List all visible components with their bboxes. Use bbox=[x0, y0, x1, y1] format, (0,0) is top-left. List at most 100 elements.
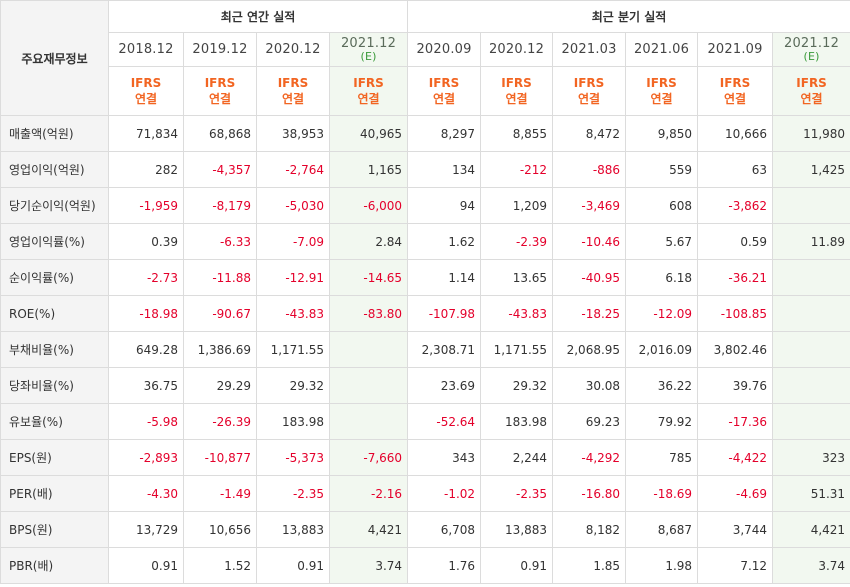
value-cell: 30.08 bbox=[552, 367, 627, 404]
value-cell: -18.98 bbox=[108, 295, 184, 332]
ifrs-label: IFRS 연결 bbox=[256, 66, 330, 116]
value-cell: -3,469 bbox=[552, 187, 627, 224]
value-cell: 8,297 bbox=[407, 115, 482, 152]
value-cell: 10,656 bbox=[183, 511, 257, 548]
period-header: 2019.12 bbox=[183, 32, 257, 67]
value-cell: 79.92 bbox=[625, 403, 699, 440]
value-cell: -6,000 bbox=[328, 187, 409, 224]
value-cell bbox=[772, 331, 850, 368]
value-cell: -40.95 bbox=[552, 259, 627, 296]
value-cell: 10,666 bbox=[697, 115, 774, 152]
row-label: 부채비율(%) bbox=[0, 331, 109, 368]
value-cell bbox=[772, 295, 850, 332]
row-label: 유보율(%) bbox=[0, 403, 109, 440]
ifrs-label: IFRS 연결 bbox=[772, 66, 850, 116]
table-row: 영업이익(억원) 282 -4,357 -2,764 1,165 134 -212 -886 5… bbox=[0, 151, 850, 188]
value-cell: 36.75 bbox=[108, 367, 184, 404]
ifrs-consolidated: 연결 bbox=[357, 92, 380, 106]
value-cell: -43.83 bbox=[256, 295, 330, 332]
value-cell: 8,472 bbox=[552, 115, 627, 152]
value-cell: 11,980 bbox=[772, 115, 850, 152]
value-cell: -2.35 bbox=[256, 475, 330, 512]
value-cell bbox=[328, 403, 409, 440]
period-header: 2021.09 bbox=[697, 32, 774, 67]
value-cell: 63 bbox=[697, 151, 774, 188]
value-cell: 6,708 bbox=[407, 511, 482, 548]
table-row: BPS(원) 13,729 10,656 13,883 4,421 6,708 13,883… bbox=[0, 511, 850, 548]
table-row: 당좌비율(%) 36.75 29.29 29.32 23.69 29.32 30.08 36.… bbox=[0, 367, 850, 404]
value-cell: 0.91 bbox=[256, 547, 330, 584]
ifrs-standard: IFRS bbox=[130, 76, 162, 90]
value-cell: 1.14 bbox=[407, 259, 482, 296]
value-cell: -2.35 bbox=[480, 475, 554, 512]
row-label: 영업이익(억원) bbox=[0, 151, 109, 188]
period-label: 2021.12 bbox=[340, 35, 397, 51]
ifrs-label: IFRS 연결 bbox=[407, 66, 482, 116]
ifrs-standard: IFRS bbox=[428, 76, 460, 90]
value-cell: -8,179 bbox=[183, 187, 257, 224]
period-header: 2020.12 bbox=[256, 32, 330, 67]
quarter-group-header: 최근 분기 실적 bbox=[407, 0, 850, 33]
value-cell: 40,965 bbox=[328, 115, 409, 152]
period-header: 2021.12 (E) bbox=[772, 32, 850, 67]
value-cell: -886 bbox=[552, 151, 627, 188]
value-cell: 3,802.46 bbox=[697, 331, 774, 368]
ifrs-label: IFRS 연결 bbox=[697, 66, 774, 116]
value-cell: 6.18 bbox=[625, 259, 699, 296]
value-cell: 0.91 bbox=[108, 547, 184, 584]
value-cell: -2,764 bbox=[256, 151, 330, 188]
value-cell: -11.88 bbox=[183, 259, 257, 296]
value-cell: -5,373 bbox=[256, 439, 330, 476]
ifrs-consolidated: 연결 bbox=[724, 92, 747, 106]
ifrs-label: IFRS 연결 bbox=[625, 66, 699, 116]
value-cell: 1,386.69 bbox=[183, 331, 257, 368]
period-header: 2021.03 bbox=[552, 32, 627, 67]
value-cell: 29.32 bbox=[480, 367, 554, 404]
period-header: 2021.06 bbox=[625, 32, 699, 67]
value-cell: 559 bbox=[625, 151, 699, 188]
ifrs-consolidated: 연결 bbox=[134, 92, 158, 106]
value-cell: 23.69 bbox=[407, 367, 482, 404]
value-cell: -4,292 bbox=[552, 439, 627, 476]
value-cell: -17.36 bbox=[697, 403, 774, 440]
value-cell: -2.73 bbox=[108, 259, 184, 296]
value-cell: 1.62 bbox=[407, 223, 482, 260]
value-cell: -108.85 bbox=[697, 295, 774, 332]
value-cell: 29.29 bbox=[183, 367, 257, 404]
ifrs-label: IFRS 연결 bbox=[552, 66, 627, 116]
value-cell: 1.98 bbox=[625, 547, 699, 584]
ifrs-consolidated: 연결 bbox=[281, 92, 305, 106]
value-cell: -26.39 bbox=[183, 403, 257, 440]
value-cell: 1,425 bbox=[772, 151, 850, 188]
value-cell: -43.83 bbox=[480, 295, 554, 332]
value-cell: -18.25 bbox=[552, 295, 627, 332]
value-cell: 8,855 bbox=[480, 115, 554, 152]
row-label: PBR(배) bbox=[0, 547, 109, 584]
value-cell: -1.49 bbox=[183, 475, 257, 512]
ifrs-standard: IFRS bbox=[573, 76, 605, 90]
value-cell: 5.67 bbox=[625, 223, 699, 260]
value-cell: 183.98 bbox=[480, 403, 554, 440]
value-cell: -1.02 bbox=[407, 475, 482, 512]
ifrs-standard: IFRS bbox=[796, 76, 827, 90]
value-cell: 69.23 bbox=[552, 403, 627, 440]
value-cell: -52.64 bbox=[407, 403, 482, 440]
row-label: PER(배) bbox=[0, 475, 109, 512]
value-cell: 38,953 bbox=[256, 115, 330, 152]
value-cell: -7.09 bbox=[256, 223, 330, 260]
value-cell: -83.80 bbox=[328, 295, 409, 332]
value-cell: -14.65 bbox=[328, 259, 409, 296]
table-row: ROE(%) -18.98 -90.67 -43.83 -83.80 -107.98 -43… bbox=[0, 295, 850, 332]
value-cell: -6.33 bbox=[183, 223, 257, 260]
ifrs-standard: IFRS bbox=[277, 76, 309, 90]
table-row: 순이익률(%) -2.73 -11.88 -12.91 -14.65 1.14 13.65-… bbox=[0, 259, 850, 296]
ifrs-standard: IFRS bbox=[353, 76, 384, 90]
value-cell: 8,687 bbox=[625, 511, 699, 548]
value-cell bbox=[772, 403, 850, 440]
value-cell: -18.69 bbox=[625, 475, 699, 512]
ifrs-consolidated: 연결 bbox=[578, 92, 601, 106]
value-cell: 183.98 bbox=[256, 403, 330, 440]
value-cell: -2,893 bbox=[108, 439, 184, 476]
ifrs-label: IFRS 연결 bbox=[480, 66, 554, 116]
